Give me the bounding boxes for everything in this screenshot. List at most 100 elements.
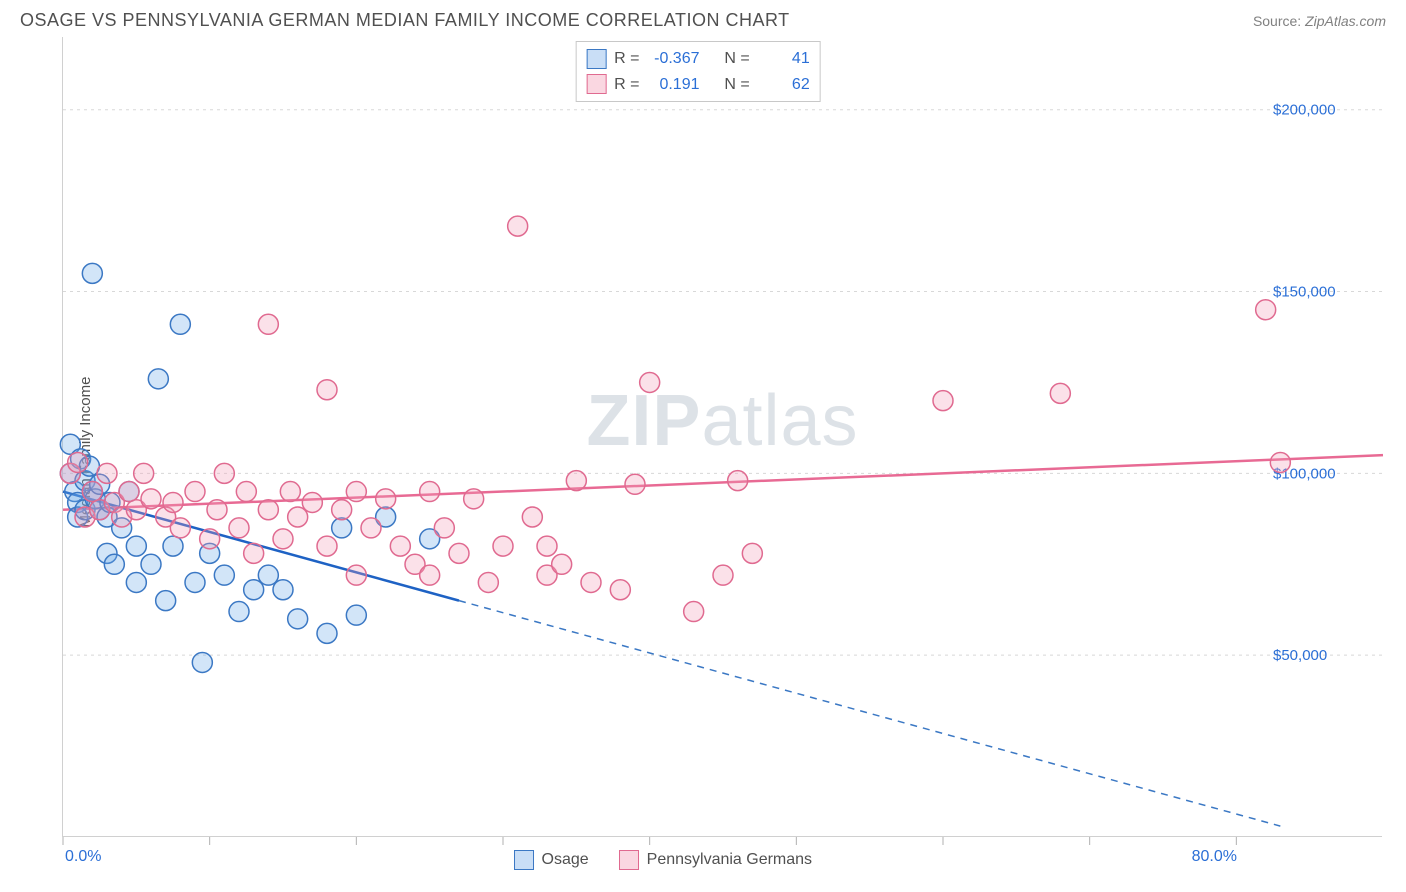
legend-stats-row-pagerman: R = 0.191 N = 62 [586,72,810,98]
data-point-pagerman [163,492,183,512]
data-point-osage [288,609,308,629]
data-point-pagerman [200,529,220,549]
data-point-osage [148,369,168,389]
data-point-pagerman [317,536,337,556]
data-point-pagerman [552,554,572,574]
trendline-pagerman [63,455,1383,510]
data-point-pagerman [207,500,227,520]
data-point-pagerman [933,391,953,411]
data-point-pagerman [302,492,322,512]
data-point-osage [332,518,352,538]
data-point-pagerman [1050,383,1070,403]
data-point-osage [273,580,293,600]
data-point-pagerman [236,482,256,502]
data-point-pagerman [134,463,154,483]
data-point-osage [126,572,146,592]
data-point-pagerman [258,500,278,520]
legend-item-osage: Osage [514,850,589,870]
data-point-osage [141,554,161,574]
n-label: N = [724,72,749,98]
header: OSAGE VS PENNSYLVANIA GERMAN MEDIAN FAMI… [0,0,1406,37]
data-point-pagerman [478,572,498,592]
r-value-osage: -0.367 [647,46,699,72]
data-point-osage [244,580,264,600]
r-label: R = [614,72,639,98]
data-point-pagerman [82,482,102,502]
chart-container: Median Family Income $50,000$100,000$150… [20,37,1386,867]
source-attribution: Source: ZipAtlas.com [1253,13,1386,29]
data-point-osage [170,314,190,334]
data-point-pagerman [566,471,586,491]
x-axis-label-max: 80.0% [1192,848,1237,866]
r-label: R = [614,46,639,72]
data-point-pagerman [625,474,645,494]
data-point-pagerman [464,489,484,509]
data-point-osage [185,572,205,592]
source-label: Source: [1253,13,1301,29]
data-point-pagerman [258,314,278,334]
data-point-pagerman [361,518,381,538]
data-point-osage [229,602,249,622]
data-point-pagerman [522,507,542,527]
data-point-osage [192,652,212,672]
swatch-pagerman-icon [619,850,639,870]
data-point-pagerman [244,543,264,563]
data-point-pagerman [280,482,300,502]
data-point-osage [317,623,337,643]
data-point-pagerman [346,565,366,585]
data-point-pagerman [537,536,557,556]
swatch-osage-icon [514,850,534,870]
data-point-pagerman [141,489,161,509]
data-point-pagerman [273,529,293,549]
data-point-pagerman [1256,300,1276,320]
swatch-osage [586,49,606,69]
data-point-pagerman [317,380,337,400]
data-point-pagerman [390,536,410,556]
plot-area: $50,000$100,000$150,000$200,000 ZIPatlas… [62,37,1382,837]
data-point-osage [126,536,146,556]
legend-stats-row-osage: R = -0.367 N = 41 [586,46,810,72]
legend-item-pagerman: Pennsylvania Germans [619,850,812,870]
trendline-osage-dashed [459,601,1280,826]
data-point-pagerman [97,463,117,483]
data-point-osage [214,565,234,585]
data-point-osage [82,263,102,283]
data-point-pagerman [170,518,190,538]
chart-svg: $50,000$100,000$150,000$200,000 [63,37,1382,836]
data-point-pagerman [493,536,513,556]
swatch-pagerman [586,74,606,94]
n-label: N = [724,46,749,72]
data-point-pagerman [332,500,352,520]
data-point-pagerman [581,572,601,592]
data-point-pagerman [229,518,249,538]
data-point-pagerman [434,518,454,538]
r-value-pagerman: 0.191 [647,72,699,98]
data-point-pagerman [288,507,308,527]
n-value-osage: 41 [758,46,810,72]
data-point-pagerman [610,580,630,600]
data-point-pagerman [214,463,234,483]
data-point-pagerman [420,565,440,585]
data-point-pagerman [684,602,704,622]
data-point-pagerman [728,471,748,491]
x-axis-label-min: 0.0% [65,848,101,866]
data-point-osage [104,554,124,574]
y-axis-tick-label: $50,000 [1273,647,1327,664]
data-point-pagerman [1270,452,1290,472]
data-point-osage [258,565,278,585]
data-point-pagerman [640,372,660,392]
source-value: ZipAtlas.com [1305,13,1386,29]
data-point-osage [346,605,366,625]
data-point-pagerman [508,216,528,236]
data-point-osage [163,536,183,556]
n-value-pagerman: 62 [758,72,810,98]
chart-title: OSAGE VS PENNSYLVANIA GERMAN MEDIAN FAMI… [20,10,790,31]
legend-label-osage: Osage [542,851,589,869]
data-point-osage [156,591,176,611]
data-point-pagerman [742,543,762,563]
legend-label-pagerman: Pennsylvania Germans [647,851,812,869]
legend-stats: R = -0.367 N = 41 R = 0.191 N = 62 [575,41,821,102]
data-point-pagerman [713,565,733,585]
data-point-pagerman [346,482,366,502]
data-point-pagerman [376,489,396,509]
